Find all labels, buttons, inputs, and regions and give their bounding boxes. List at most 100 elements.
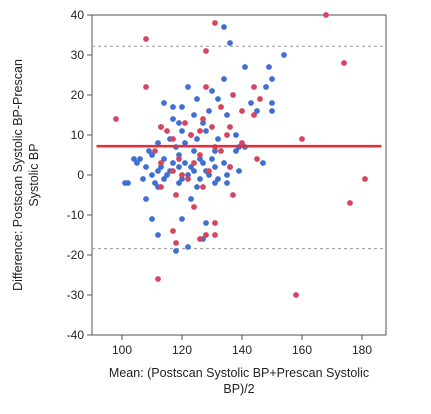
- data-point-s1-34: [170, 168, 176, 174]
- data-point-s1-4: [341, 60, 347, 66]
- data-point-s1-28: [197, 152, 203, 158]
- plot-frame: [91, 14, 387, 336]
- data-point-s0-28: [233, 132, 239, 138]
- data-point-s0-26: [179, 128, 185, 134]
- data-point-s0-16: [179, 104, 185, 110]
- x-tick-label-120: 120: [172, 343, 192, 357]
- data-point-s1-36: [179, 172, 185, 178]
- data-point-s1-35: [206, 168, 212, 174]
- data-point-s0-55: [143, 164, 149, 170]
- data-point-s0-81: [224, 180, 230, 186]
- data-point-s1-2: [143, 36, 149, 42]
- data-point-s0-8: [209, 88, 215, 94]
- data-point-s1-19: [197, 128, 203, 134]
- data-point-s0-19: [206, 108, 212, 114]
- data-point-s1-44: [191, 204, 197, 210]
- data-point-s0-3: [266, 64, 272, 70]
- data-point-s1-13: [200, 116, 206, 122]
- y-tick-label--10: -10: [67, 208, 85, 222]
- y-tick-label-10: 10: [71, 128, 85, 142]
- data-point-s0-20: [191, 112, 197, 118]
- data-point-s0-40: [146, 148, 152, 154]
- data-point-s1-0: [212, 20, 218, 26]
- data-point-s0-69: [206, 172, 212, 178]
- data-point-s1-11: [239, 108, 245, 114]
- data-point-s1-33: [227, 164, 233, 170]
- data-point-s0-4: [242, 64, 248, 70]
- data-point-s0-42: [176, 152, 182, 158]
- data-point-s0-15: [170, 104, 176, 110]
- data-point-s1-15: [209, 124, 215, 130]
- y-tick-label-40: 40: [71, 8, 85, 22]
- data-point-s0-13: [248, 100, 254, 106]
- data-point-s0-56: [158, 164, 164, 170]
- data-point-s0-54: [221, 160, 227, 166]
- data-point-s0-66: [149, 172, 155, 178]
- x-tick-label-140: 140: [232, 343, 252, 357]
- data-point-s1-22: [299, 136, 305, 142]
- limit-lines: [92, 45, 386, 250]
- data-point-s0-1: [227, 40, 233, 46]
- data-point-s0-49: [134, 160, 140, 166]
- data-point-s0-17: [254, 108, 260, 114]
- data-point-s0-85: [188, 196, 194, 202]
- data-point-s1-40: [362, 176, 368, 182]
- data-point-s1-51: [155, 276, 161, 282]
- data-point-s1-16: [158, 124, 164, 130]
- data-point-s0-73: [179, 176, 185, 182]
- data-point-s0-87: [179, 216, 185, 222]
- data-point-s1-5: [143, 84, 149, 90]
- data-point-s0-51: [170, 160, 176, 166]
- data-point-s1-24: [239, 140, 245, 146]
- data-point-s1-27: [152, 148, 158, 154]
- data-point-s1-37: [185, 176, 191, 182]
- data-point-s0-57: [176, 164, 182, 170]
- data-point-s0-50: [260, 160, 266, 166]
- data-point-s0-18: [269, 108, 275, 114]
- data-point-s0-78: [152, 180, 158, 186]
- data-point-s1-42: [173, 192, 179, 198]
- data-point-s0-7: [263, 84, 269, 90]
- data-point-s0-48: [131, 156, 137, 162]
- data-point-s0-38: [191, 148, 197, 154]
- data-point-s0-75: [215, 176, 221, 182]
- y-tick-label--40: -40: [67, 328, 85, 342]
- data-point-s1-38: [158, 184, 164, 190]
- data-point-s0-72: [161, 176, 167, 182]
- data-point-s0-0: [221, 24, 227, 30]
- data-point-s1-1: [323, 12, 329, 18]
- data-point-s0-43: [149, 152, 155, 158]
- data-point-s0-21: [224, 112, 230, 118]
- data-point-s0-34: [182, 140, 188, 146]
- data-point-s0-80: [212, 180, 218, 186]
- data-point-s0-39: [212, 148, 218, 154]
- data-point-s1-39: [200, 184, 206, 190]
- x-tick-label-180: 180: [352, 343, 372, 357]
- data-point-s1-9: [257, 96, 263, 102]
- data-point-s1-30: [254, 156, 260, 162]
- data-point-s0-10: [215, 96, 221, 102]
- data-point-s1-29: [176, 156, 182, 162]
- data-point-s0-67: [164, 172, 170, 178]
- data-point-s0-31: [215, 136, 221, 142]
- data-point-s1-12: [251, 112, 257, 118]
- data-point-s1-8: [230, 92, 236, 98]
- data-point-s1-47: [212, 232, 218, 238]
- data-point-s1-10: [218, 104, 224, 110]
- data-point-s0-71: [140, 176, 146, 182]
- data-point-s0-68: [185, 172, 191, 178]
- data-point-s1-18: [164, 128, 170, 134]
- data-point-s1-48: [203, 232, 209, 238]
- data-point-s0-52: [182, 160, 188, 166]
- data-point-s0-63: [191, 168, 197, 174]
- data-point-s0-88: [203, 220, 209, 226]
- data-point-s1-53: [113, 116, 119, 122]
- data-point-s0-59: [212, 164, 218, 170]
- data-point-s1-32: [191, 160, 197, 166]
- data-point-s0-74: [197, 176, 203, 182]
- x-axis-title-line-2: BP)/2: [223, 382, 254, 396]
- data-point-s1-14: [182, 120, 188, 126]
- data-point-s0-5: [269, 76, 275, 82]
- data-point-s1-3: [203, 48, 209, 54]
